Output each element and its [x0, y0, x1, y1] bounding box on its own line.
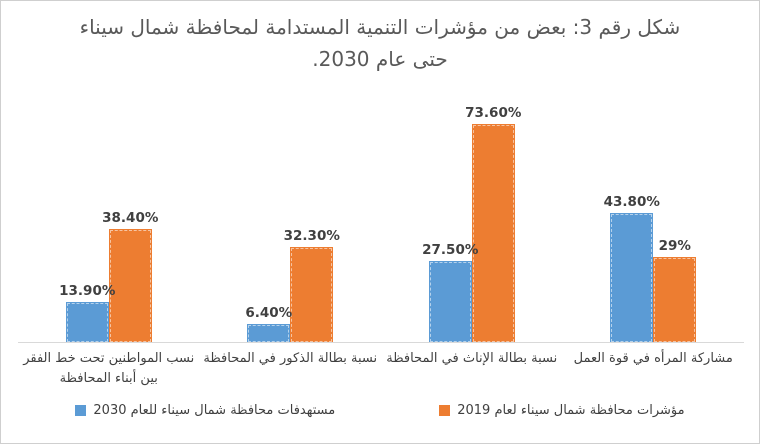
category-axis-labels: مشاركة المرأه في قوة العمل نسبة بطالة الإ… — [18, 343, 744, 395]
legend-marker-2030-icon — [75, 405, 87, 417]
legend-marker-2019-icon — [439, 405, 451, 417]
category-label: مشاركة المرأه في قوة العمل — [573, 351, 733, 367]
bar-value-label: 73.60% — [465, 105, 522, 122]
legend-label-2030: مستهدفات محافظة شمال سيناء للعام 2030 — [93, 403, 336, 419]
bar-group: 32.30% 6.40% — [200, 91, 382, 344]
legend-label-2019: مؤشرات محافظة شمال سيناء لعام 2019 — [457, 403, 685, 419]
bar-group: 29% 43.80% — [563, 91, 745, 344]
bar-value-label: 27.50% — [422, 242, 479, 259]
bar-value-label: 43.80% — [603, 194, 660, 211]
bar-value-label: 29% — [658, 238, 691, 255]
bar-value-label: 13.90% — [59, 283, 116, 300]
bar-2030: 13.90% — [59, 283, 115, 344]
bar-2030: 6.40% — [245, 305, 292, 344]
bar-group: 73.60% 27.50% — [381, 91, 563, 344]
category-cell: نسب المواطنين تحت خط الفقر بين أبناء الم… — [18, 349, 200, 395]
category-cell: نسبة بطالة الإناث في المحافظة — [381, 349, 563, 395]
category-label: نسبة بطالة الذكور في المحافظة — [203, 351, 378, 367]
bar-2030: 43.80% — [604, 194, 660, 344]
bar-2030: 27.50% — [422, 242, 478, 344]
chart-title: شكل رقم 3: بعض من مؤشرات التنمية المستدا… — [79, 15, 681, 71]
category-cell: نسبة بطالة الذكور في المحافظة — [200, 349, 382, 395]
bar-2019: 29% — [653, 238, 697, 344]
legend-item-2019: مؤشرات محافظة شمال سيناء لعام 2019 — [439, 403, 685, 419]
category-cell: مشاركة المرأه في قوة العمل — [563, 349, 745, 395]
plot-area: 29% 43.80% 73.60% 27.50% 32.30% 6.40% 38.40% 13… — [18, 91, 745, 344]
x-axis-line — [18, 342, 744, 344]
bar-group: 38.40% 13.90% — [18, 91, 200, 344]
bars-container: 29% 43.80% 73.60% 27.50% 32.30% 6.40% 38.40% 13… — [18, 91, 745, 344]
bar-2019: 32.30% — [284, 228, 340, 344]
bar-2019: 38.40% — [102, 210, 158, 344]
category-label: نسب المواطنين تحت خط الفقر بين أبناء الم… — [23, 351, 195, 386]
legend: مؤشرات محافظة شمال سيناء لعام 2019 مستهد… — [1, 403, 759, 418]
legend-item-2030: مستهدفات محافظة شمال سيناء للعام 2030 — [75, 403, 335, 418]
category-label: نسبة بطالة الإناث في المحافظة — [386, 351, 558, 367]
bar-value-label: 32.30% — [283, 228, 340, 245]
bar-value-label: 38.40% — [102, 210, 159, 227]
bar-2019: 73.60% — [465, 105, 521, 344]
bar-value-label: 6.40% — [245, 305, 293, 322]
